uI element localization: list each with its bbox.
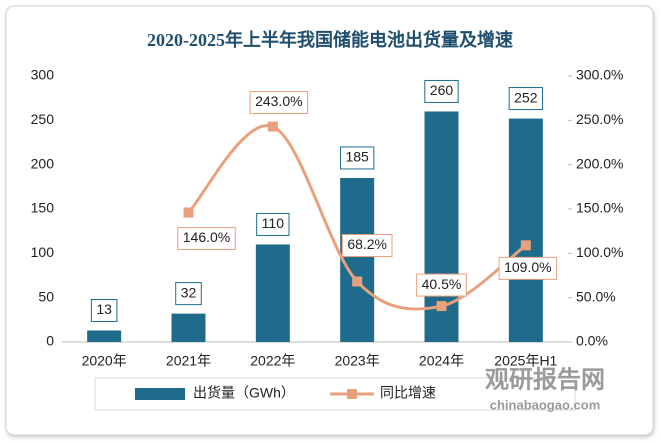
data-label: 109.0%	[504, 259, 551, 275]
y-tick-label: 0	[46, 333, 54, 349]
data-label: 252	[514, 89, 538, 105]
line-marker	[436, 301, 447, 312]
x-tick-label: 2020年	[82, 353, 127, 369]
y-tick-label: 50	[38, 288, 54, 304]
y-tick-label: 300	[31, 67, 55, 83]
x-tick-label: 2024年	[419, 353, 464, 369]
y2-tick-label: 300.0%	[576, 67, 623, 83]
bar	[87, 330, 122, 342]
data-label: 146.0%	[183, 229, 230, 245]
data-label: 243.0%	[255, 93, 302, 109]
bar	[340, 177, 375, 342]
data-label: 13	[96, 301, 112, 317]
legend-label: 出货量（GWh）	[193, 385, 295, 401]
line-marker	[352, 276, 363, 287]
legend-label: 同比增速	[380, 385, 436, 401]
x-tick-label: 2022年	[250, 353, 295, 369]
watermark-url: chinabaogao.com	[490, 397, 601, 412]
line-marker	[183, 207, 194, 218]
data-label: 68.2%	[347, 236, 387, 252]
data-label: 260	[430, 82, 454, 98]
x-tick-label: 2023年	[335, 353, 380, 369]
data-label-box	[416, 273, 467, 297]
legend-swatch	[135, 388, 185, 400]
y-tick-label: 150	[31, 200, 55, 216]
data-label-box	[177, 227, 236, 251]
data-label-box	[341, 234, 393, 258]
legend-swatch-marker	[347, 389, 357, 399]
bar	[508, 118, 543, 342]
data-label: 40.5%	[422, 276, 462, 292]
data-label: 185	[345, 149, 369, 165]
bar	[255, 244, 290, 342]
data-label-box	[256, 212, 290, 236]
data-label-box	[508, 87, 544, 111]
frame	[5, 5, 654, 436]
data-label: 110	[262, 215, 285, 231]
y2-tick-label: 0.0%	[576, 333, 608, 349]
y2-tick-label: 250.0%	[576, 111, 623, 127]
y2-tick-label: 50.0%	[576, 288, 616, 304]
y-tick-label: 200	[31, 155, 55, 171]
data-label-box	[175, 282, 202, 306]
watermark: 观研报告网	[485, 366, 605, 393]
chart-title: 2020-2025年上半年我国储能电池出货量及增速	[147, 29, 513, 50]
legend-box	[94, 377, 576, 411]
data-label-box	[424, 79, 459, 103]
y2-tick-label: 150.0%	[576, 200, 623, 216]
data-label-box	[339, 146, 375, 170]
line-marker	[267, 121, 278, 132]
data-label-box	[249, 91, 309, 115]
x-tick-label: 2025年H1	[494, 353, 557, 369]
y2-tick-label: 200.0%	[576, 155, 623, 171]
line-marker	[520, 240, 531, 251]
data-label-box	[90, 298, 118, 322]
y-tick-label: 100	[31, 244, 55, 260]
y2-tick-label: 100.0%	[576, 244, 623, 260]
y-tick-label: 250	[31, 111, 55, 127]
bar	[171, 313, 206, 342]
x-tick-label: 2021年	[166, 353, 211, 369]
data-label: 32	[181, 284, 197, 300]
data-label-box	[498, 256, 558, 280]
